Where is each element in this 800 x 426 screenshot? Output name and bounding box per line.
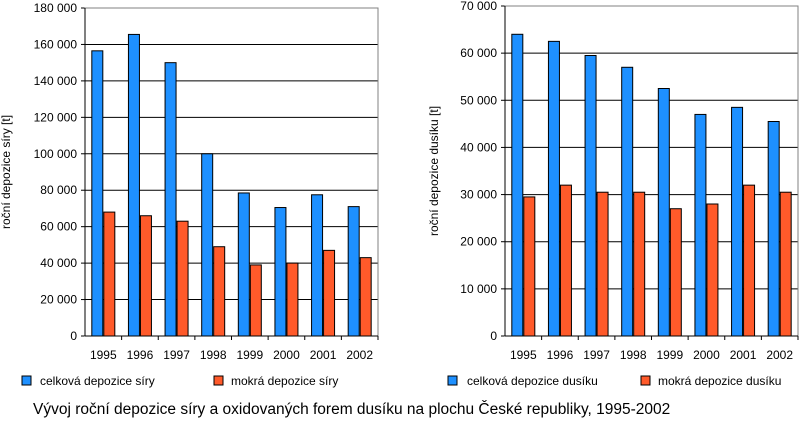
bar-mokra-1996 bbox=[139, 215, 152, 337]
x-tick-label: 1995 bbox=[510, 348, 537, 362]
chart-2: 0 10 000 20 000 30 000 40 000 50 000 60 000 70 … bbox=[427, 0, 799, 388]
y-tick-label: 20 000 bbox=[460, 235, 497, 249]
x-tick-label: 1995 bbox=[90, 348, 117, 362]
x-tick-label: 2002 bbox=[766, 348, 793, 362]
x-tick-label: 1998 bbox=[200, 348, 227, 362]
x-tick-label: 1997 bbox=[583, 348, 610, 362]
bar-celkova-1999 bbox=[237, 192, 250, 337]
y-tick-label: 40 000 bbox=[40, 256, 77, 270]
y-tick-label: 50 000 bbox=[460, 93, 497, 107]
bar-mokra-2002 bbox=[779, 191, 792, 337]
y-tick-label: 80 000 bbox=[40, 183, 77, 197]
legend-label: celková depozice síry bbox=[40, 374, 155, 388]
bar-celkova-1997 bbox=[164, 62, 177, 337]
charts-canvas: 0 20 000 40 000 60 000 80 000 100 000 120 000 1… bbox=[0, 0, 799, 388]
x-tick-label: 1997 bbox=[163, 348, 190, 362]
chart-1: 0 20 000 40 000 60 000 80 000 100 000 120 000 1… bbox=[0, 1, 379, 388]
x-tick-label: 1999 bbox=[236, 348, 263, 362]
bar-mokra-2000 bbox=[706, 203, 719, 337]
y-tick-label: 40 000 bbox=[460, 140, 497, 154]
y-tick-label: 30 000 bbox=[460, 188, 497, 202]
legend-label: mokrá depozice síry bbox=[231, 374, 338, 388]
bar-celkova-2002 bbox=[767, 121, 780, 337]
bar-mokra-1995 bbox=[523, 196, 536, 337]
bar-mokra-1996 bbox=[559, 184, 572, 337]
y-tick-label: 60 000 bbox=[40, 220, 77, 234]
x-tick-label: 2002 bbox=[346, 348, 373, 362]
legend-swatch bbox=[640, 375, 651, 386]
bar-mokra-1998 bbox=[213, 246, 226, 337]
x-tick-label: 2000 bbox=[273, 348, 300, 362]
y-tick-label: 70 000 bbox=[460, 0, 497, 13]
bar-celkova-2001 bbox=[731, 106, 744, 337]
legend-swatch bbox=[447, 375, 458, 386]
y-tick-label: 60 000 bbox=[460, 46, 497, 60]
y-tick-label: 140 000 bbox=[34, 74, 78, 88]
bar-mokra-1999 bbox=[669, 208, 682, 337]
bar-celkova-1996 bbox=[547, 40, 560, 337]
y-axis-label: roční depozice síry [t] bbox=[0, 115, 13, 229]
bar-celkova-2000 bbox=[274, 207, 287, 337]
y-tick-label: 0 bbox=[70, 329, 77, 343]
bar-mokra-1997 bbox=[176, 220, 189, 337]
bar-celkova-1998 bbox=[621, 66, 634, 337]
y-tick-label: 20 000 bbox=[40, 293, 77, 307]
figure-caption: Vývoj roční depozice síry a oxidovaných … bbox=[33, 401, 671, 418]
bar-celkova-1997 bbox=[584, 55, 597, 337]
bar-mokra-2000 bbox=[286, 262, 299, 337]
bar-celkova-1995 bbox=[91, 50, 104, 337]
y-tick-label: 120 000 bbox=[34, 110, 78, 124]
bar-celkova-2000 bbox=[694, 113, 707, 337]
bar-celkova-1999 bbox=[657, 88, 670, 337]
legend-label: mokrá depozice dusíku bbox=[658, 374, 781, 388]
bar-celkova-1995 bbox=[511, 33, 524, 337]
x-tick-label: 1996 bbox=[127, 348, 154, 362]
y-tick-label: 160 000 bbox=[34, 37, 78, 51]
bar-celkova-2002 bbox=[347, 206, 360, 337]
legend-swatch bbox=[213, 375, 224, 386]
bar-mokra-1995 bbox=[103, 211, 116, 337]
bar-celkova-2001 bbox=[311, 194, 324, 337]
legend-label: celková depozice dusíku bbox=[467, 374, 598, 388]
x-tick-label: 2001 bbox=[730, 348, 757, 362]
x-tick-label: 2001 bbox=[310, 348, 337, 362]
y-tick-label: 100 000 bbox=[34, 147, 78, 161]
bar-mokra-2001 bbox=[743, 184, 756, 337]
bar-mokra-2002 bbox=[359, 257, 372, 337]
y-tick-label: 0 bbox=[490, 329, 497, 343]
bar-mokra-2001 bbox=[323, 249, 336, 337]
bar-mokra-1997 bbox=[596, 191, 609, 337]
y-axis-label: roční depozice dusíku [t] bbox=[427, 106, 441, 236]
x-tick-label: 1999 bbox=[656, 348, 683, 362]
bar-mokra-1999 bbox=[249, 264, 262, 337]
bar-mokra-1998 bbox=[633, 191, 646, 337]
y-tick-label: 180 000 bbox=[34, 1, 78, 15]
bar-celkova-1998 bbox=[201, 153, 214, 337]
bar-celkova-1996 bbox=[127, 33, 140, 337]
x-tick-label: 1996 bbox=[547, 348, 574, 362]
x-tick-label: 2000 bbox=[693, 348, 720, 362]
x-tick-label: 1998 bbox=[620, 348, 647, 362]
legend-swatch bbox=[21, 375, 32, 386]
y-tick-label: 10 000 bbox=[460, 282, 497, 296]
